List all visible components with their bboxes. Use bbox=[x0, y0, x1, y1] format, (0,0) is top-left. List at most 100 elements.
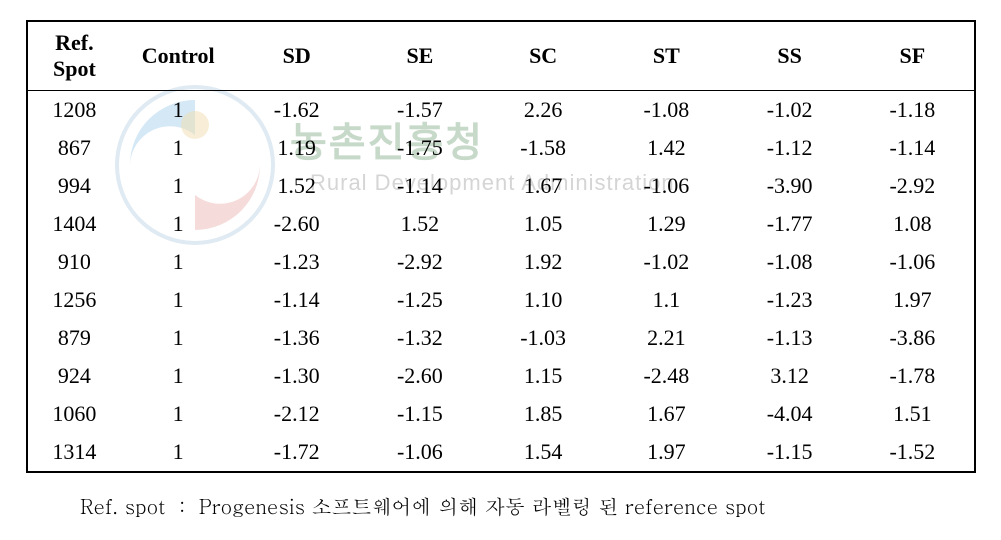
table-cell: 1.54 bbox=[482, 433, 605, 472]
table-cell: 1314 bbox=[27, 433, 122, 472]
table-row: 10601-2.12-1.151.851.67-4.041.51 bbox=[27, 395, 975, 433]
table-cell: -1.14 bbox=[235, 281, 358, 319]
table-cell: 1.52 bbox=[358, 205, 481, 243]
table-cell: 1256 bbox=[27, 281, 122, 319]
table-cell: -1.13 bbox=[728, 319, 851, 357]
column-header: ST bbox=[605, 21, 728, 91]
table-cell: 994 bbox=[27, 167, 122, 205]
column-header: SC bbox=[482, 21, 605, 91]
table-cell: 1 bbox=[121, 433, 235, 472]
table-cell: -1.78 bbox=[851, 357, 974, 395]
column-header: SD bbox=[235, 21, 358, 91]
table-cell: 867 bbox=[27, 129, 122, 167]
table-cell: -1.08 bbox=[728, 243, 851, 281]
table-row: 8791-1.36-1.32-1.032.21-1.13-3.86 bbox=[27, 319, 975, 357]
table-cell: -1.32 bbox=[358, 319, 481, 357]
table-cell: -1.62 bbox=[235, 91, 358, 130]
table-cell: -2.60 bbox=[358, 357, 481, 395]
column-header: SE bbox=[358, 21, 481, 91]
table-cell: -2.60 bbox=[235, 205, 358, 243]
table-cell: -1.02 bbox=[728, 91, 851, 130]
table-cell: 2.26 bbox=[482, 91, 605, 130]
table-cell: 1.97 bbox=[605, 433, 728, 472]
table-cell: -1.08 bbox=[605, 91, 728, 130]
table-cell: -1.30 bbox=[235, 357, 358, 395]
table-cell: -2.92 bbox=[358, 243, 481, 281]
table-row: 9241-1.30-2.601.15-2.483.12-1.78 bbox=[27, 357, 975, 395]
data-table-wrapper: Ref.SpotControlSDSESCSTSSSF 12081-1.62-1… bbox=[20, 20, 981, 473]
table-cell: 1 bbox=[121, 319, 235, 357]
table-row: 13141-1.72-1.061.541.97-1.15-1.52 bbox=[27, 433, 975, 472]
table-cell: -1.58 bbox=[482, 129, 605, 167]
table-cell: 1 bbox=[121, 395, 235, 433]
table-row: 9101-1.23-2.921.92-1.02-1.08-1.06 bbox=[27, 243, 975, 281]
column-header: Ref.Spot bbox=[27, 21, 122, 91]
table-cell: 1.29 bbox=[605, 205, 728, 243]
table-row: 14041-2.601.521.051.29-1.771.08 bbox=[27, 205, 975, 243]
table-cell: 1.97 bbox=[851, 281, 974, 319]
table-cell: -1.77 bbox=[728, 205, 851, 243]
table-cell: 1.67 bbox=[482, 167, 605, 205]
table-cell: -1.57 bbox=[358, 91, 481, 130]
table-cell: 1 bbox=[121, 91, 235, 130]
table-row: 99411.52-1.141.67-1.06-3.90-2.92 bbox=[27, 167, 975, 205]
table-cell: 1 bbox=[121, 167, 235, 205]
table-cell: -1.06 bbox=[605, 167, 728, 205]
table-cell: 1 bbox=[121, 281, 235, 319]
table-cell: 1 bbox=[121, 129, 235, 167]
table-cell: -1.03 bbox=[482, 319, 605, 357]
table-cell: -1.72 bbox=[235, 433, 358, 472]
table-cell: -1.15 bbox=[728, 433, 851, 472]
table-cell: 1.05 bbox=[482, 205, 605, 243]
table-row: 12081-1.62-1.572.26-1.08-1.02-1.18 bbox=[27, 91, 975, 130]
table-cell: 1.51 bbox=[851, 395, 974, 433]
table-cell: 1060 bbox=[27, 395, 122, 433]
column-header: Control bbox=[121, 21, 235, 91]
table-cell: 910 bbox=[27, 243, 122, 281]
table-cell: 924 bbox=[27, 357, 122, 395]
table-cell: 1.85 bbox=[482, 395, 605, 433]
table-header: Ref.SpotControlSDSESCSTSSSF bbox=[27, 21, 975, 91]
table-cell: 1.15 bbox=[482, 357, 605, 395]
table-cell: -1.15 bbox=[358, 395, 481, 433]
table-cell: -1.12 bbox=[728, 129, 851, 167]
table-cell: -2.12 bbox=[235, 395, 358, 433]
table-cell: -1.14 bbox=[358, 167, 481, 205]
table-cell: -1.25 bbox=[358, 281, 481, 319]
table-cell: -1.52 bbox=[851, 433, 974, 472]
table-cell: -2.48 bbox=[605, 357, 728, 395]
table-cell: 1.10 bbox=[482, 281, 605, 319]
table-cell: 1208 bbox=[27, 91, 122, 130]
table-cell: 1.67 bbox=[605, 395, 728, 433]
table-cell: -1.14 bbox=[851, 129, 974, 167]
table-row: 86711.19-1.75-1.581.42-1.12-1.14 bbox=[27, 129, 975, 167]
table-cell: 1 bbox=[121, 205, 235, 243]
table-cell: 1404 bbox=[27, 205, 122, 243]
table-cell: -1.06 bbox=[851, 243, 974, 281]
table-row: 12561-1.14-1.251.101.1-1.231.97 bbox=[27, 281, 975, 319]
table-cell: 1.92 bbox=[482, 243, 605, 281]
table-caption: Ref. spot ： Progenesis 소프트웨어에 의해 자동 라벨링 … bbox=[80, 491, 981, 520]
column-header: SS bbox=[728, 21, 851, 91]
table-cell: -1.02 bbox=[605, 243, 728, 281]
table-cell: 1.19 bbox=[235, 129, 358, 167]
table-cell: -1.36 bbox=[235, 319, 358, 357]
table-cell: 1.42 bbox=[605, 129, 728, 167]
table-cell: 2.21 bbox=[605, 319, 728, 357]
table-cell: -1.75 bbox=[358, 129, 481, 167]
table-cell: 1 bbox=[121, 357, 235, 395]
table-cell: 1.1 bbox=[605, 281, 728, 319]
table-cell: 3.12 bbox=[728, 357, 851, 395]
table-cell: -4.04 bbox=[728, 395, 851, 433]
table-cell: 1.52 bbox=[235, 167, 358, 205]
table-body: 12081-1.62-1.572.26-1.08-1.02-1.1886711.… bbox=[27, 91, 975, 473]
table-cell: 879 bbox=[27, 319, 122, 357]
table-cell: 1 bbox=[121, 243, 235, 281]
table-cell: -1.23 bbox=[235, 243, 358, 281]
table-cell: -2.92 bbox=[851, 167, 974, 205]
table-cell: -3.86 bbox=[851, 319, 974, 357]
data-table: Ref.SpotControlSDSESCSTSSSF 12081-1.62-1… bbox=[26, 20, 976, 473]
table-cell: -1.18 bbox=[851, 91, 974, 130]
table-cell: 1.08 bbox=[851, 205, 974, 243]
table-cell: -3.90 bbox=[728, 167, 851, 205]
